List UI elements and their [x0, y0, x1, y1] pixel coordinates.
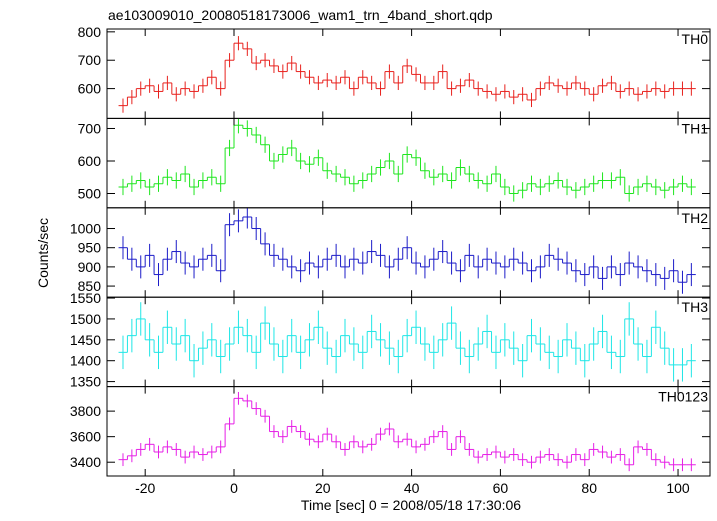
y-axis-label: Counts/sec	[35, 218, 51, 288]
x-tick-label: 20	[315, 480, 331, 496]
x-tick-label: 100	[666, 480, 690, 496]
y-tick-label: 900	[78, 259, 102, 275]
x-axis-label: Time [sec] 0 = 2008/05/18 17:30:06	[301, 497, 521, 513]
x-tick-label: 0	[230, 480, 238, 496]
y-tick-label: 800	[78, 24, 102, 40]
panel-frame	[106, 296, 711, 388]
y-tick-label: 1450	[70, 332, 101, 348]
y-tick-label: 3600	[70, 429, 101, 445]
y-tick-label: 1550	[70, 290, 101, 306]
y-tick-label: 3800	[70, 403, 101, 419]
y-tick-label: 500	[78, 185, 102, 201]
panel-label: TH2	[682, 210, 709, 226]
y-tick-label: 950	[78, 240, 102, 256]
chart-title: ae103009010_20080518173006_wam1_trn_4ban…	[108, 7, 493, 23]
panel-frame	[106, 28, 711, 119]
x-tick-label: 60	[493, 480, 509, 496]
y-tick-label: 3400	[70, 454, 101, 470]
y-tick-label: 1500	[70, 311, 101, 327]
y-tick-label: 1350	[70, 374, 101, 390]
panel-frame	[106, 386, 711, 477]
x-tick-label: 80	[581, 480, 597, 496]
y-tick-label: 850	[78, 278, 102, 294]
y-tick-label: 1000	[70, 221, 101, 237]
y-tick-label: 600	[78, 81, 102, 97]
panel-label: TH3	[682, 299, 709, 315]
y-tick-label: 700	[78, 120, 102, 136]
y-tick-label: 700	[78, 52, 102, 68]
panel-frame	[106, 207, 711, 298]
panel-label: TH1	[682, 120, 709, 136]
x-tick-label: -20	[135, 480, 155, 496]
panel-label: TH0123	[658, 389, 708, 405]
panel-label: TH0	[682, 31, 709, 47]
y-tick-label: 600	[78, 153, 102, 169]
y-tick-label: 1400	[70, 353, 101, 369]
x-tick-label: 40	[404, 480, 420, 496]
panel-frame	[106, 117, 711, 209]
